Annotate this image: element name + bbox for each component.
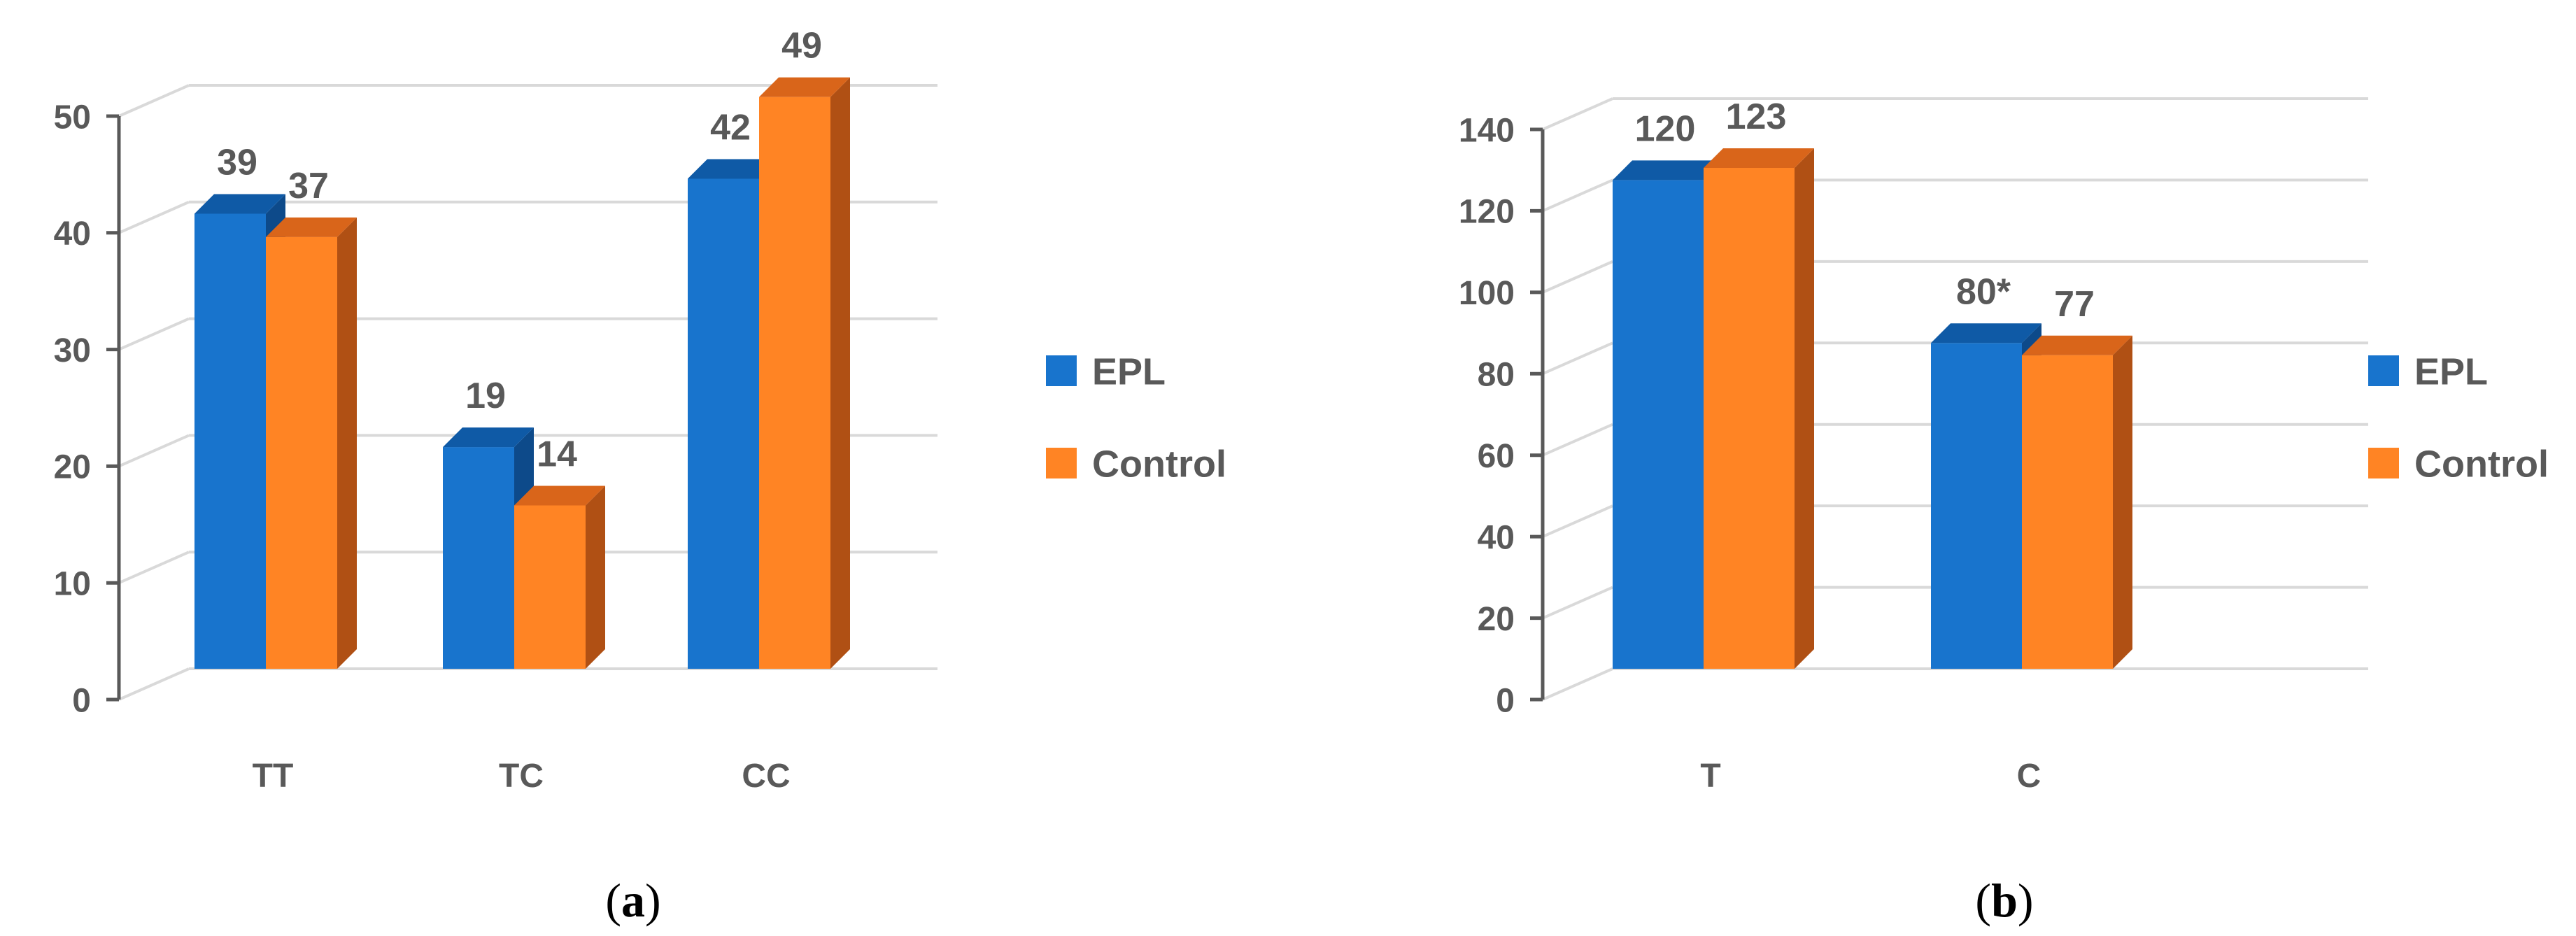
x-tick-label: T	[1700, 758, 1720, 795]
gridline-diagonal	[1542, 97, 1613, 131]
legend-swatch-epl	[2368, 355, 2399, 386]
gridline-diagonal	[118, 84, 190, 118]
gridline-diagonal	[1542, 423, 1613, 457]
data-label: 123	[1726, 97, 1787, 137]
bar-control-tt	[266, 236, 337, 669]
x-tick-label: TC	[499, 758, 544, 795]
bar-top-epl	[1931, 323, 2041, 343]
data-label: 49	[781, 26, 822, 66]
data-label: 120	[1635, 108, 1696, 149]
y-tick-label: 80	[1478, 357, 1515, 394]
bar-control-tc	[514, 505, 586, 669]
bar-epl-c	[1931, 343, 2022, 669]
y-tick-label: 60	[1478, 438, 1515, 475]
bar-control-cc	[759, 97, 830, 669]
gridline-diagonal	[118, 551, 190, 585]
bar-epl-cc	[688, 178, 759, 669]
bar-top-control	[2022, 335, 2132, 355]
chart-a: 0 10 20 30 40 50 39 37 TT 19 14 TC 42 49 CC EPL Control (…	[54, 26, 1226, 927]
legend-label-epl: EPL	[2414, 350, 2488, 392]
x-tick-label: C	[2017, 758, 2041, 795]
gridline-diagonal	[1542, 504, 1613, 538]
gridline-diagonal	[1542, 178, 1613, 213]
chart-b: 0 20 40 60 80 100 120 140 120 123 T 80* 77 C EPL Contro…	[1459, 97, 2549, 927]
y-tick-label: 0	[1496, 682, 1515, 719]
bar-top-epl	[194, 194, 285, 214]
gridline-diagonal	[118, 317, 190, 351]
x-tick-label: TT	[253, 758, 294, 795]
floor-diagonal	[1542, 667, 1613, 701]
bar-side-control	[586, 485, 605, 669]
legend-swatch-control	[2368, 448, 2399, 478]
y-tick-label: 40	[1478, 519, 1515, 556]
x-tick-label: CC	[742, 758, 790, 795]
data-label: 39	[217, 142, 257, 183]
bar-side-control	[337, 217, 357, 669]
bar-control-t	[1704, 167, 1795, 669]
bar-side-control	[1795, 148, 1814, 669]
legend-label-control: Control	[2414, 443, 2549, 485]
bar-top-control	[759, 77, 850, 97]
data-label: 14	[537, 434, 577, 474]
gridline-diagonal	[1542, 586, 1613, 620]
legend-label-control: Control	[1092, 443, 1226, 485]
y-tick-label: 10	[54, 565, 91, 602]
panel-label: (a)	[605, 874, 660, 927]
y-tick-label: 0	[72, 682, 91, 719]
y-tick-label: 100	[1459, 275, 1515, 312]
bar-top-control	[266, 217, 357, 237]
bar-side-control	[2113, 335, 2132, 669]
y-tick-label: 140	[1459, 112, 1515, 149]
floor-diagonal	[118, 667, 190, 701]
gridline-diagonal	[1542, 260, 1613, 294]
y-tick-label: 20	[54, 449, 91, 486]
gridline-diagonal	[1542, 341, 1613, 376]
bar-top-epl	[1613, 160, 1723, 180]
y-tick-label: 120	[1459, 194, 1515, 231]
legend-swatch-control	[1046, 448, 1077, 478]
y-tick-label: 20	[1478, 601, 1515, 638]
y-tick-label: 40	[54, 215, 91, 253]
bar-top-epl	[443, 427, 534, 448]
data-label: 42	[710, 107, 751, 148]
legend-label-epl: EPL	[1092, 350, 1166, 392]
bar-top-control	[1704, 148, 1814, 168]
bar-epl-tt	[194, 213, 266, 669]
data-label: 80*	[1956, 271, 2011, 312]
data-label: 37	[288, 166, 329, 206]
gridline-diagonal	[118, 434, 190, 468]
panel-label: (b)	[1975, 874, 2033, 927]
legend-swatch-epl	[1046, 355, 1077, 386]
bar-side-control	[830, 77, 850, 669]
data-label: 77	[2054, 284, 2095, 325]
bar-top-epl	[688, 159, 779, 179]
bar-control-c	[2022, 355, 2113, 669]
data-label: 19	[465, 376, 506, 416]
y-tick-label: 30	[54, 332, 91, 369]
bar-epl-t	[1613, 180, 1704, 669]
bar-top-control	[514, 485, 605, 506]
y-tick-label: 50	[54, 99, 91, 136]
bar-epl-tc	[443, 447, 514, 669]
gridline-diagonal	[118, 200, 190, 234]
